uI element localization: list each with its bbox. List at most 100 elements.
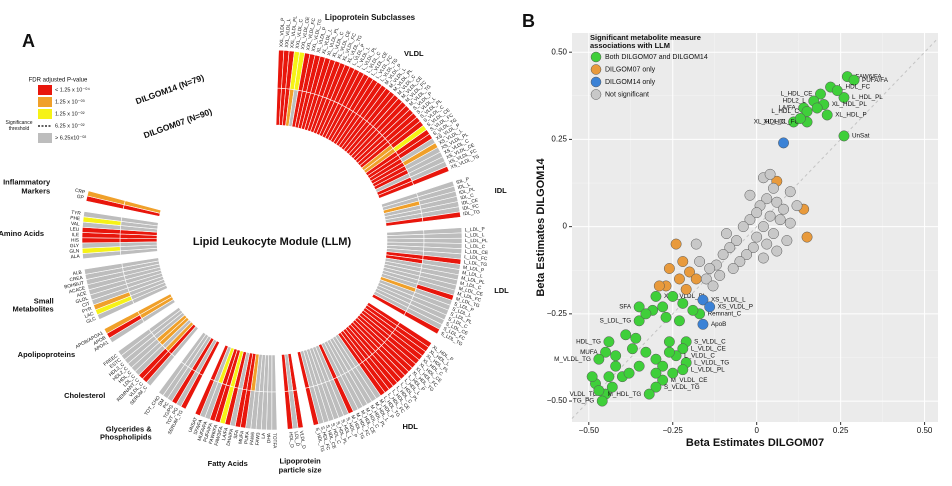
point <box>593 385 605 397</box>
metabolite-label: HDL_D <box>287 432 295 449</box>
point <box>677 364 689 376</box>
metabolite-label: M_LDL_P <box>463 265 485 274</box>
metabolite-label: ACACE <box>68 285 86 295</box>
heat-cell <box>304 386 320 426</box>
heat-cell <box>83 263 123 275</box>
point <box>610 360 622 372</box>
point <box>663 336 675 348</box>
point <box>784 186 796 198</box>
point <box>771 196 783 208</box>
point <box>791 200 803 212</box>
legend-label: < 1.25 x 10⁻⁰⁴ <box>55 86 90 93</box>
metabolite-label: APOB <box>92 335 107 347</box>
group-label: Glycerides & Phospholipids <box>99 424 152 442</box>
point-label: XS_VLDL_L <box>711 297 746 304</box>
point <box>811 102 823 114</box>
legend-label: Not significant <box>605 91 649 98</box>
point <box>663 346 675 358</box>
legend-marker <box>590 51 602 63</box>
legend-label: 1.25 x 10⁻⁰² <box>55 110 85 117</box>
metabolite-label: GLOL <box>75 296 89 306</box>
point <box>794 113 806 124</box>
point <box>731 235 742 247</box>
point <box>603 336 615 348</box>
point <box>626 343 638 355</box>
header: Lipoprotein Subclasses <box>325 13 416 22</box>
legend-label: 1.25 x 10⁻⁰³ <box>55 98 85 105</box>
point <box>690 238 702 250</box>
chart-title: Lipid Leukocyte Module (LLM) <box>193 236 352 248</box>
point <box>677 256 689 267</box>
legend-swatch <box>38 109 52 119</box>
point <box>757 252 769 264</box>
point-label: S_VLDL_C <box>694 338 726 345</box>
point <box>667 367 679 379</box>
group-label: Lipoprotein particle size <box>278 456 322 475</box>
y-tick-label: −0.50 <box>547 396 568 405</box>
point <box>801 231 813 243</box>
metabolite-label: FAW6 <box>249 431 256 445</box>
group-label: VLDL <box>404 48 424 58</box>
point-label: M_VLDL_CE <box>671 377 708 384</box>
legend-label: Both DILGOM07 and DILGOM14 <box>605 54 708 61</box>
identity-line <box>571 37 939 419</box>
point <box>714 270 726 281</box>
point <box>751 231 763 243</box>
point <box>680 283 692 295</box>
point <box>657 301 669 313</box>
point <box>620 329 632 341</box>
plot-background <box>572 33 938 422</box>
point <box>741 249 753 260</box>
legend-swatch <box>38 133 52 143</box>
point-label: S_LDL_TG <box>600 317 632 324</box>
point <box>821 109 833 121</box>
metabolite-label: PC <box>162 401 171 410</box>
metabolite-label: IDL_TG <box>463 209 481 217</box>
point <box>697 318 709 330</box>
group-label: LDL <box>494 285 509 295</box>
metabolite-label: LAC <box>84 311 95 320</box>
metabolite-label: PUFA <box>243 430 251 444</box>
point <box>734 256 746 267</box>
metabolite-label: ACE <box>76 291 87 299</box>
point-label: M_HDL_TG <box>608 391 642 398</box>
metabolite-label: MUFA <box>238 430 246 445</box>
point <box>694 256 706 267</box>
point <box>640 346 652 358</box>
point <box>744 214 756 226</box>
point-label: TG_PG <box>573 398 594 405</box>
point-label: HDL2_L <box>783 98 807 105</box>
point <box>744 189 756 201</box>
point <box>684 266 695 278</box>
metabolite-label: CRP <box>74 187 85 195</box>
heat-cell <box>271 391 278 431</box>
point-label: L_HDL_C <box>771 108 799 115</box>
group-label: HDL <box>402 421 418 431</box>
point <box>596 395 608 407</box>
point <box>784 217 796 229</box>
point <box>606 381 618 393</box>
ring-label: DILGOM07 (N=90) <box>142 106 213 140</box>
x-axis-title: Beta Estimates DILGOM07 <box>686 437 824 449</box>
point <box>650 381 662 393</box>
point <box>697 294 709 306</box>
metabolite-label: M_LDL_C <box>459 281 482 292</box>
metabolite-label: PHE <box>70 215 80 222</box>
point <box>704 263 716 274</box>
metabolite-label: GLN <box>69 248 80 255</box>
metabolite-label: GP <box>76 194 84 201</box>
metabolite-label: LEU <box>70 226 80 233</box>
point <box>838 92 850 103</box>
legend-marker <box>590 64 602 75</box>
point <box>778 203 789 215</box>
heat-cell <box>158 361 186 396</box>
heat-cell <box>83 211 123 222</box>
group-label: Amino Acids <box>0 228 45 238</box>
point <box>724 242 736 254</box>
metabolite-label: ILE <box>72 232 79 238</box>
heat-cell <box>103 310 141 335</box>
metabolite-label: XXL_VLDL_P <box>279 18 286 48</box>
point <box>774 214 786 226</box>
metabolite-label: L_LDL_CE <box>464 249 488 256</box>
metabolite-label: PYR <box>81 306 93 315</box>
